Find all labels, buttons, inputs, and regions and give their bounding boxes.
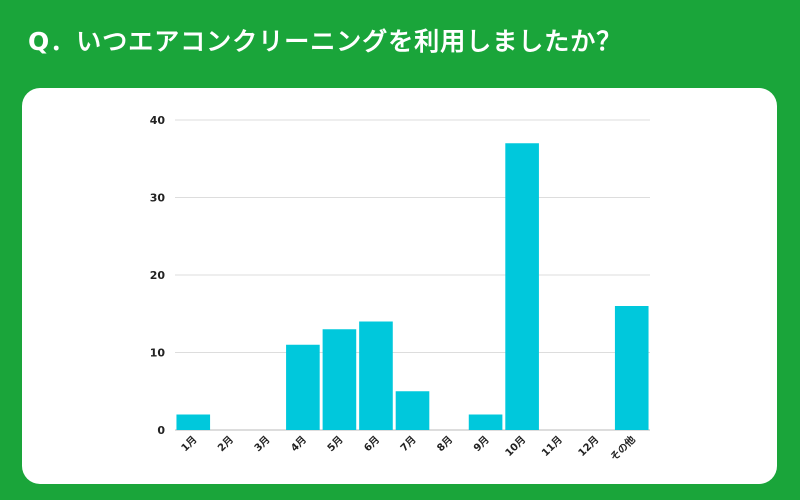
x-tick-label: 5月 [325,434,345,454]
x-tick-label: 1月 [179,434,199,454]
y-tick-label: 20 [150,269,166,282]
x-tick-label: 7月 [398,434,418,454]
y-tick-label: 30 [150,192,166,205]
x-tick-label: その他 [607,433,637,463]
bar [614,306,649,430]
page-title: Q．いつエアコンクリーニングを利用しましたか？ [28,27,623,56]
y-tick-label: 10 [150,347,166,360]
x-tick-label: 12月 [576,434,601,459]
y-tick-label: 0 [157,424,165,437]
bar [468,414,503,430]
y-axis: 0 10 20 30 40 [150,114,166,437]
bar [505,143,539,430]
x-tick-label: 10月 [503,434,528,459]
bar [322,329,357,430]
x-tick-label: 4月 [289,434,309,454]
bar [395,391,430,430]
x-tick-label: 9月 [471,434,491,454]
x-tick-label: 2月 [215,434,235,454]
bar-layer [176,143,649,430]
x-axis: 1月 2月 3月 4月 5月 6月 7月 8月 9月 10月 11月 12月 その他 [179,433,638,463]
y-tick-label: 40 [150,114,166,127]
x-tick-label: 8月 [435,434,455,454]
grid-layer [175,119,650,431]
bar [359,321,393,430]
x-tick-label: 11月 [539,434,564,459]
bar [176,414,211,430]
x-tick-label: 3月 [252,434,272,454]
bar [286,344,320,430]
x-tick-label: 6月 [362,434,382,454]
